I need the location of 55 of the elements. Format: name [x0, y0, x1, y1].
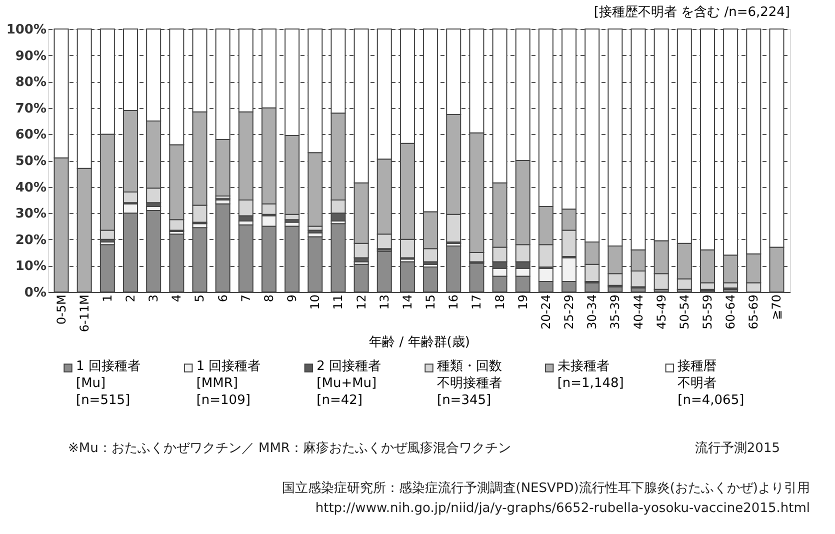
x-tick-label: 6-11M — [77, 294, 92, 332]
x-tick-label: 12 — [354, 294, 368, 310]
x-tick-label: 3 — [146, 294, 161, 302]
y-tick-label: 40% — [15, 180, 46, 196]
x-tick-label: 20-24 — [538, 294, 553, 330]
x-tick-label: 18 — [492, 294, 507, 310]
y-tick-label: 90% — [15, 48, 46, 64]
x-tick-label: 25-29 — [562, 294, 576, 330]
x-tick-label: 19 — [516, 294, 530, 310]
x-tick-label: 7 — [238, 294, 253, 302]
legend-label: 未接種者 [n=1,148] — [557, 359, 624, 391]
x-tick-label: 55-59 — [700, 294, 714, 330]
x-tick-label: 11 — [331, 294, 346, 310]
x-tick-label: 9 — [285, 294, 300, 302]
x-tick-label: 6 — [216, 294, 230, 302]
x-tick-label: 17 — [470, 294, 484, 310]
x-tick-label: 16 — [446, 294, 461, 310]
x-tick-label: 30-34 — [585, 294, 600, 330]
x-tick-label: ≧70 — [770, 294, 784, 320]
x-tick-label: 45-49 — [654, 294, 668, 330]
x-tick-label: 0-5M — [54, 294, 68, 324]
y-tick-label: 60% — [15, 128, 46, 143]
x-tick-label: 13 — [377, 294, 392, 310]
x-tick-label: 1 — [100, 294, 114, 302]
x-tick-label: 5 — [192, 294, 207, 302]
y-tick-label: 80% — [15, 75, 46, 90]
text: http://www.nih.go.jp/niid/ja/y-graphs/6652-rubella-yosoku-vaccine2015.html — [315, 501, 810, 516]
legend-label: 接種暦不明者 [n=4,065] — [678, 359, 744, 408]
legend-label: 種類・回数不明接種者 [n=345] — [437, 359, 502, 408]
text: 流行予測2015 — [694, 440, 780, 456]
x-tick-label: 65-69 — [746, 294, 761, 330]
x-tick-label: 8 — [262, 294, 276, 302]
y-tick-label: 50% — [15, 154, 46, 169]
x-tick-label: 14 — [400, 294, 414, 310]
legend-label: 2 回接種者 [Mu+Mu] [n=42] — [316, 359, 382, 408]
y-tick-label: 10% — [15, 259, 46, 274]
x-tick-label: 15 — [424, 294, 438, 310]
y-tick-label: 100% — [6, 22, 46, 38]
x-tick-label: 2 — [124, 294, 138, 302]
legend-label: 1 回接種者 [MMR] [n=109] — [196, 359, 261, 408]
text: ※Mu：おたふくかぜワクチン／ MMR：麻疹おたふくかぜ風疹混合ワクチン — [68, 441, 511, 456]
y-tick-label: 70% — [15, 101, 46, 116]
x-axis-title: 年齢 / 年齢群(歳) — [369, 335, 470, 350]
y-tick-label: 30% — [15, 206, 46, 222]
x-tick-label: 35-39 — [608, 294, 622, 330]
x-tick-label: 40-44 — [631, 294, 646, 330]
text: 国立感染症研究所：感染症流行予測調査(NESVPD)流行性耳下腺炎(おたふくかぜ)より引用 — [282, 480, 810, 496]
legend-label: 1 回接種者 [Mu] [n=515] — [76, 359, 140, 408]
chart-title: [接種歴不明者 を含む /n=6,224] — [594, 5, 790, 20]
x-tick-label: 60-64 — [724, 294, 738, 330]
y-tick-label: 20% — [15, 232, 46, 248]
x-tick-label: 50-54 — [677, 294, 692, 330]
y-tick-label: 0% — [24, 286, 46, 300]
x-tick-label: 10 — [308, 294, 322, 310]
x-tick-label: 4 — [170, 294, 184, 302]
